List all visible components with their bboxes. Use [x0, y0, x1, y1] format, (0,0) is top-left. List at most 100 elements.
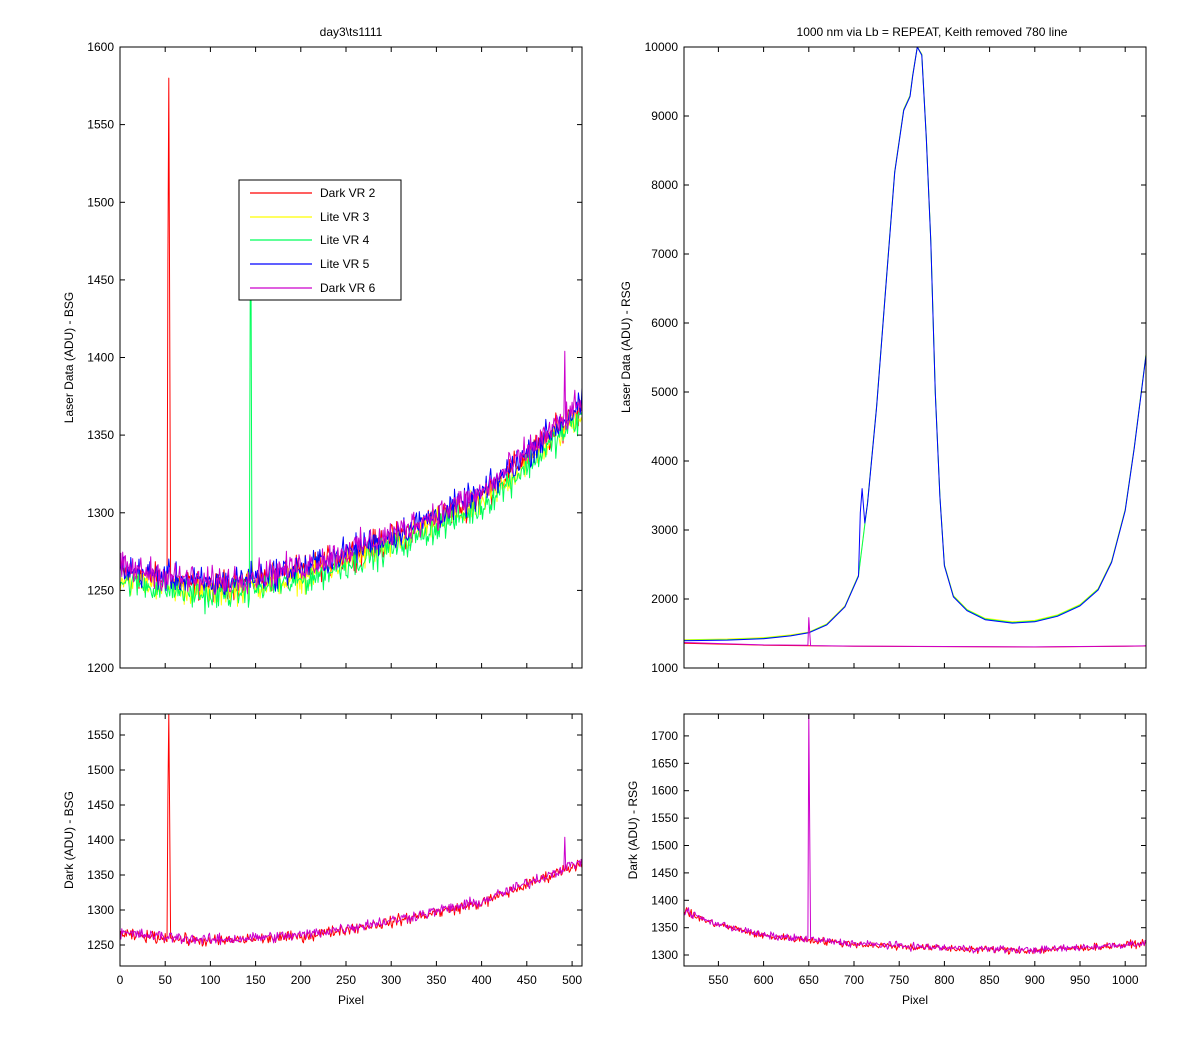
laser-rsg-axes	[683, 46, 1147, 669]
y-tick-label: 5000	[651, 385, 678, 399]
y-tick-label: 1300	[651, 948, 678, 962]
y-tick-label: 8000	[651, 178, 678, 192]
x-tick-label: 1000	[1112, 973, 1139, 987]
y-tick-label: 1000	[651, 661, 678, 675]
x-tick-label: 950	[1070, 973, 1090, 987]
y-tick-label: 1650	[651, 756, 678, 770]
y-tick-label: 1300	[87, 506, 114, 520]
y-tick-label: 1550	[87, 728, 114, 742]
laser-rsg-series-layer	[683, 46, 1147, 648]
laser-bsg-title: day3\ts1111	[320, 25, 383, 39]
series-line-dark-vr-6	[119, 836, 583, 946]
legend-label-lite-vr-5: Lite VR 5	[320, 257, 370, 271]
y-tick-label: 1700	[651, 729, 678, 743]
dark-bsg-ticks: 0 50 100 150 200 250 300 350 400 450 500 1250 1300 13…	[87, 714, 582, 987]
y-tick-label: 1450	[651, 866, 678, 880]
legend-entry: Dark VR 2	[250, 186, 376, 200]
x-tick-label: 250	[336, 973, 356, 987]
dark-rsg-series-layer	[683, 713, 1147, 955]
y-tick-label: 1600	[87, 40, 114, 54]
laser-bsg-axes-frame	[119, 46, 583, 669]
dark-rsg-ticks: 550 600 650 700 750 800 850 900 950 1000 1300 1350 1…	[651, 714, 1146, 987]
legend-entry: Dark VR 6	[250, 281, 376, 295]
x-tick-label: 600	[754, 973, 774, 987]
x-tick-label: 900	[1025, 973, 1045, 987]
dark-bsg-xlabel: Pixel	[338, 993, 364, 1007]
dark-rsg-panel: 550 600 650 700 750 800 850 900 950 1000 1300 1350 1…	[626, 713, 1147, 1007]
dark-bsg-series-layer	[119, 713, 583, 947]
laser-rsg-ylabel: Laser Data (ADU) - RSG	[619, 281, 633, 413]
y-tick-label: 1300	[87, 903, 114, 917]
legend-entry: Lite VR 3	[250, 210, 370, 224]
series-line-dark-vr-6	[683, 713, 1147, 955]
y-tick-label: 1450	[87, 798, 114, 812]
y-tick-label: 9000	[651, 109, 678, 123]
y-tick-label: 1400	[87, 833, 114, 847]
legend-label-dark-vr-2: Dark VR 2	[320, 186, 376, 200]
y-tick-label: 1500	[87, 763, 114, 777]
dark-bsg-axes-frame	[119, 713, 583, 967]
x-tick-label: 150	[246, 973, 266, 987]
series-line-lite-vr-4	[119, 294, 583, 615]
x-tick-label: 350	[426, 973, 446, 987]
x-tick-label: 850	[980, 973, 1000, 987]
y-tick-label: 1450	[87, 273, 114, 287]
x-tick-label: 750	[889, 973, 909, 987]
x-tick-label: 800	[934, 973, 954, 987]
y-tick-label: 1250	[87, 583, 114, 597]
y-tick-label: 1550	[87, 118, 114, 132]
y-tick-label: 1400	[87, 351, 114, 365]
legend-entry: Lite VR 4	[250, 233, 370, 247]
y-tick-label: 1600	[651, 784, 678, 798]
laser-rsg-ticks: 1000 2000 3000 4000 5000 6000 7000 8000 9000 1000…	[645, 40, 1146, 675]
y-tick-label: 1550	[651, 811, 678, 825]
legend-label-lite-vr-4: Lite VR 4	[320, 233, 370, 247]
y-tick-label: 2000	[651, 592, 678, 606]
y-tick-label: 1350	[87, 868, 114, 882]
legend-label-lite-vr-3: Lite VR 3	[320, 210, 370, 224]
laser-bsg-axes	[119, 46, 583, 669]
y-tick-label: 1350	[651, 921, 678, 935]
dark-rsg-axes-frame	[683, 713, 1147, 967]
y-tick-label: 7000	[651, 247, 678, 261]
laser-bsg-panel: 1200 1250 1300 1350 1400 1450 1500 1550 1600 day…	[62, 25, 583, 675]
dark-bsg-ylabel: Dark (ADU) - BSG	[62, 791, 76, 889]
y-tick-label: 1200	[87, 661, 114, 675]
legend: Dark VR 2 Lite VR 3 Lite VR 4 Lite VR 5 …	[238, 179, 402, 301]
x-tick-label: 200	[291, 973, 311, 987]
y-tick-label: 1400	[651, 893, 678, 907]
laser-rsg-panel: 1000 2000 3000 4000 5000 6000 7000 8000 9000 1000…	[619, 25, 1147, 675]
x-tick-label: 500	[562, 973, 582, 987]
x-tick-label: 300	[381, 973, 401, 987]
laser-bsg-ylabel: Laser Data (ADU) - BSG	[62, 292, 76, 423]
dark-rsg-ylabel: Dark (ADU) - RSG	[626, 781, 640, 880]
laser-rsg-title: 1000 nm via Lb = REPEAT, Keith removed 7…	[797, 25, 1068, 39]
x-tick-label: 400	[472, 973, 492, 987]
x-tick-label: 550	[708, 973, 728, 987]
legend-entry: Lite VR 5	[250, 257, 370, 271]
y-tick-label: 4000	[651, 454, 678, 468]
x-tick-label: 50	[159, 973, 173, 987]
laser-bsg-ticks: 1200 1250 1300 1350 1400 1450 1500 1550 1600	[87, 40, 582, 675]
x-tick-label: 650	[799, 973, 819, 987]
y-tick-label: 1250	[87, 938, 114, 952]
y-tick-label: 1350	[87, 428, 114, 442]
y-tick-label: 1500	[651, 839, 678, 853]
y-tick-label: 3000	[651, 523, 678, 537]
dark-bsg-panel: 0 50 100 150 200 250 300 350 400 450 500 1250 1300 13…	[62, 713, 583, 1007]
x-tick-label: 0	[117, 973, 124, 987]
legend-label-dark-vr-6: Dark VR 6	[320, 281, 376, 295]
series-line-dark-vr-6	[683, 617, 1147, 648]
x-tick-label: 100	[200, 973, 220, 987]
dark-rsg-xlabel: Pixel	[902, 993, 928, 1007]
y-tick-label: 6000	[651, 316, 678, 330]
series-line-lite-vr-3	[119, 411, 583, 607]
y-tick-label: 1500	[87, 195, 114, 209]
laser-bsg-series-layer	[119, 77, 583, 615]
x-tick-label: 700	[844, 973, 864, 987]
dark-rsg-axes	[683, 713, 1147, 967]
laser-rsg-axes-frame	[683, 46, 1147, 669]
y-tick-label: 10000	[645, 40, 679, 54]
series-line-dark-vr-6	[119, 350, 583, 596]
